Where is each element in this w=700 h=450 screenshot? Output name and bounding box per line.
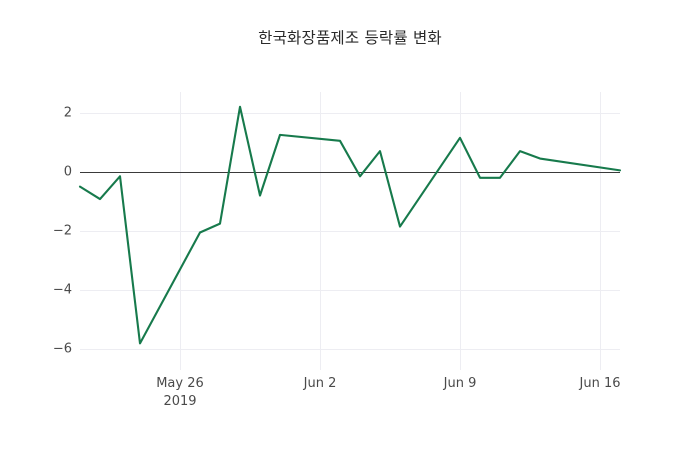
gridline-horizontal [80, 231, 620, 232]
x-axis-year-label: 2019 [163, 394, 197, 409]
x-axis-tick-text: Jun 9 [443, 376, 477, 391]
y-axis-tick-label: −2 [52, 223, 72, 239]
gridline-vertical [460, 92, 461, 370]
y-axis-tick-label: 0 [63, 164, 72, 180]
x-axis-tick-labels: May 26 2019 Jun 2 Jun 9 Jun 16 [80, 370, 620, 430]
x-axis-tick-label: May 26 2019 [120, 376, 240, 409]
y-axis-tick-label: −4 [52, 282, 72, 298]
gridline-vertical [600, 92, 601, 370]
chart-title: 한국화장품제조 등락률 변화 [258, 29, 442, 47]
y-axis-tick-label: 2 [63, 105, 72, 121]
x-axis-tick-text: May 26 [156, 376, 204, 391]
series-polyline [78, 105, 622, 345]
line-series [78, 105, 622, 345]
gridline-vertical [180, 92, 181, 370]
x-axis-tick-text: Jun 16 [579, 376, 621, 391]
y-axis-tick-label: −6 [52, 341, 72, 357]
gridline-horizontal [80, 290, 620, 292]
gridline-horizontal [80, 349, 620, 351]
y-axis-tick-labels: 2 0 −2 −4 −6 [8, 92, 72, 370]
x-axis-tick-label: Jun 9 [400, 376, 520, 391]
gridline-horizontal [80, 112, 620, 114]
x-axis-tick-label: Jun 2 [260, 376, 380, 391]
x-axis-tick-label: Jun 16 [540, 376, 660, 391]
gridline-vertical [320, 92, 321, 370]
x-axis-tick-text: Jun 2 [303, 376, 337, 391]
plot-area [78, 92, 622, 370]
zero-baseline [80, 171, 620, 173]
